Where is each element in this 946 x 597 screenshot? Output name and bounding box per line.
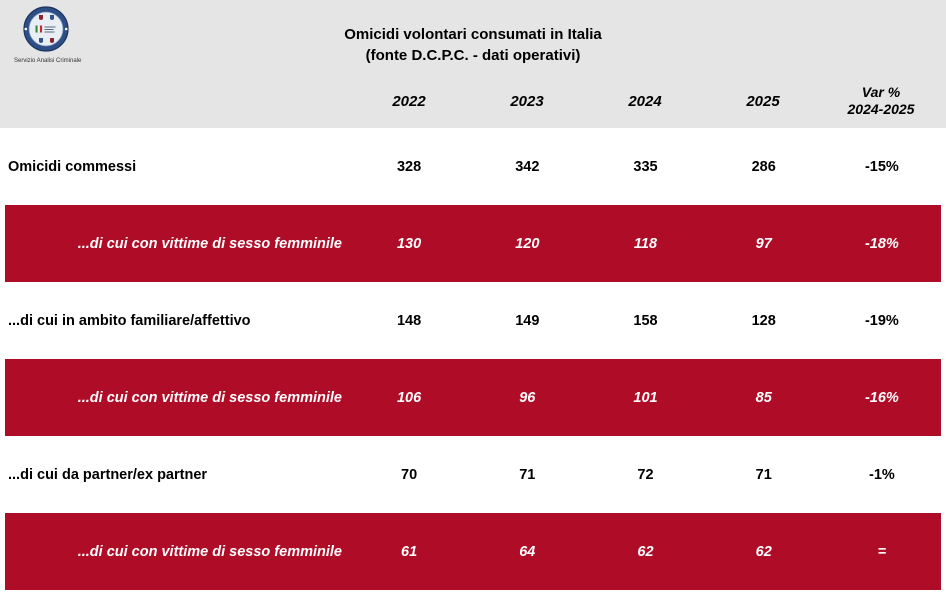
column-header-2025: 2025 bbox=[746, 92, 780, 110]
value-2022: 328 bbox=[396, 158, 422, 175]
row-label: ...di cui da partner/ex partner bbox=[8, 466, 208, 483]
row-label: Omicidi commessi bbox=[8, 158, 137, 175]
value-2022: 130 bbox=[396, 235, 422, 252]
value-var: -16% bbox=[864, 389, 899, 406]
value-2025: 71 bbox=[755, 466, 772, 483]
value-2024: 101 bbox=[633, 389, 658, 406]
value-2022: 148 bbox=[396, 312, 422, 329]
value-2023: 149 bbox=[515, 312, 540, 329]
title-line-1: Omicidi volontari consumati in Italia bbox=[344, 26, 602, 43]
row-label: ...di cui con vittime di sesso femminile bbox=[77, 543, 342, 560]
value-2025: 85 bbox=[755, 389, 772, 406]
table-title: Omicidi volontari consumati in Italia (f… bbox=[0, 24, 946, 66]
value-2024: 72 bbox=[637, 466, 654, 483]
value-2025: 128 bbox=[751, 312, 776, 329]
logo-caption: Servizio Analisi Criminale bbox=[14, 58, 82, 64]
value-var: -18% bbox=[864, 235, 899, 252]
value-var: -15% bbox=[864, 158, 899, 175]
table-row-ambito-familiare: ...di cui in ambito familiare/affettivo … bbox=[5, 282, 941, 359]
value-var: -1% bbox=[868, 466, 895, 483]
table-row-vittime-femminili-1: ...di cui con vittime di sesso femminile… bbox=[5, 205, 941, 282]
var-header-line-2: 2024-2025 bbox=[847, 101, 915, 117]
logo-emblem-icon bbox=[23, 6, 69, 52]
column-header-2024: 2024 bbox=[628, 92, 662, 110]
value-var: = bbox=[877, 543, 887, 560]
column-header-var: Var % 2024-2025 bbox=[822, 84, 940, 118]
value-2024: 118 bbox=[633, 235, 658, 252]
value-2023: 64 bbox=[519, 543, 536, 560]
var-header-line-1: Var % bbox=[861, 84, 901, 100]
row-label: ...di cui in ambito familiare/affettivo bbox=[8, 312, 251, 329]
table-row-vittime-femminili-2: ...di cui con vittime di sesso femminile… bbox=[5, 359, 941, 436]
title-line-2: (fonte D.C.P.C. - dati operativi) bbox=[365, 47, 581, 64]
row-label: ...di cui con vittime di sesso femminile bbox=[77, 389, 342, 406]
value-2022: 106 bbox=[396, 389, 422, 406]
row-label: ...di cui con vittime di sesso femminile bbox=[77, 235, 342, 252]
value-2023: 342 bbox=[515, 158, 540, 175]
column-header-2022: 2022 bbox=[392, 92, 426, 110]
table-row-partner-ex-partner: ...di cui da partner/ex partner 70 71 72… bbox=[5, 436, 941, 513]
value-2024: 158 bbox=[633, 312, 658, 329]
value-var: -19% bbox=[864, 312, 899, 329]
value-2025: 97 bbox=[755, 235, 772, 252]
value-2024: 62 bbox=[637, 543, 654, 560]
value-2023: 96 bbox=[519, 389, 536, 406]
value-2022: 61 bbox=[401, 543, 418, 560]
column-header-2023: 2023 bbox=[510, 92, 544, 110]
table-row-omicidi-commessi: Omicidi commessi 328 342 335 286 -15% bbox=[5, 128, 941, 205]
table-row-vittime-femminili-3: ...di cui con vittime di sesso femminile… bbox=[5, 513, 941, 590]
table-header-band: Servizio Analisi Criminale Omicidi volon… bbox=[0, 0, 946, 128]
value-2025: 62 bbox=[755, 543, 772, 560]
value-2023: 120 bbox=[515, 235, 540, 252]
value-2024: 335 bbox=[633, 158, 658, 175]
column-header-row: 2022 2023 2024 2025 Var % 2024-2025 bbox=[5, 74, 940, 128]
value-2025: 286 bbox=[751, 158, 776, 175]
servizio-analisi-criminale-logo: Servizio Analisi Criminale bbox=[14, 6, 82, 65]
value-2022: 70 bbox=[401, 466, 418, 483]
value-2023: 71 bbox=[519, 466, 536, 483]
